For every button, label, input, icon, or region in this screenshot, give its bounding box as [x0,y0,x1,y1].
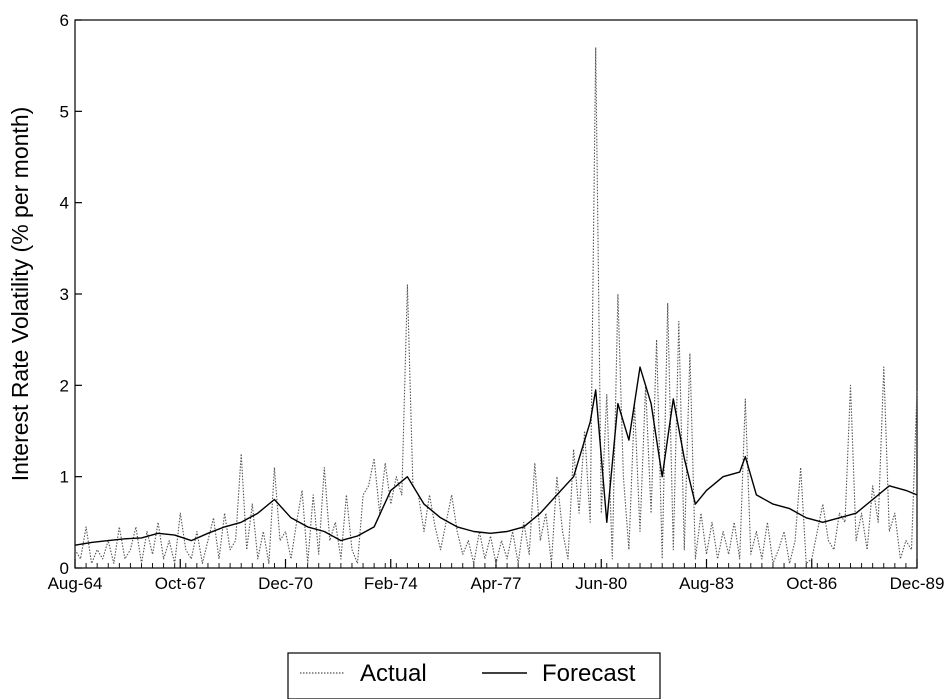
x-axis: Aug-64 Oct-67 Dec-70 Feb-74 Apr-77 Jun-80 Aug-… [48,559,945,593]
series-line-actual [74,46,918,564]
x-tick-label: Oct-86 [786,574,837,593]
y-axis-label: Interest Rate Volatility (% per month) [7,107,33,482]
y-axis: 0 1 2 3 4 5 6 [60,11,82,578]
x-tick-label: Dec-70 [258,574,313,593]
legend-label-actual: Actual [360,660,427,687]
plot-frame [74,19,918,569]
legend-box [287,652,661,699]
series-layer [74,46,918,564]
x-tick-label: Feb-74 [364,574,418,593]
y-tick-label: 0 [60,559,69,578]
y-tick-label: 2 [60,376,69,395]
legend-label-forecast: Forecast [542,660,636,687]
x-tick-label: Aug-64 [48,574,103,593]
x-tick-label: Aug-83 [679,574,734,593]
y-tick-label: 3 [60,285,69,304]
series-line-forecast [74,366,918,546]
x-tick-label: Dec-89 [890,574,945,593]
legend: Actual Forecast [287,652,661,699]
x-tick-label: Oct-67 [155,574,206,593]
x-tick-label: Apr-77 [470,574,521,593]
y-tick-label: 5 [60,102,69,121]
x-tick-label: Jun-80 [575,574,627,593]
y-tick-label: 6 [60,11,69,30]
y-tick-label: 4 [60,194,69,213]
y-tick-label: 1 [60,468,69,487]
